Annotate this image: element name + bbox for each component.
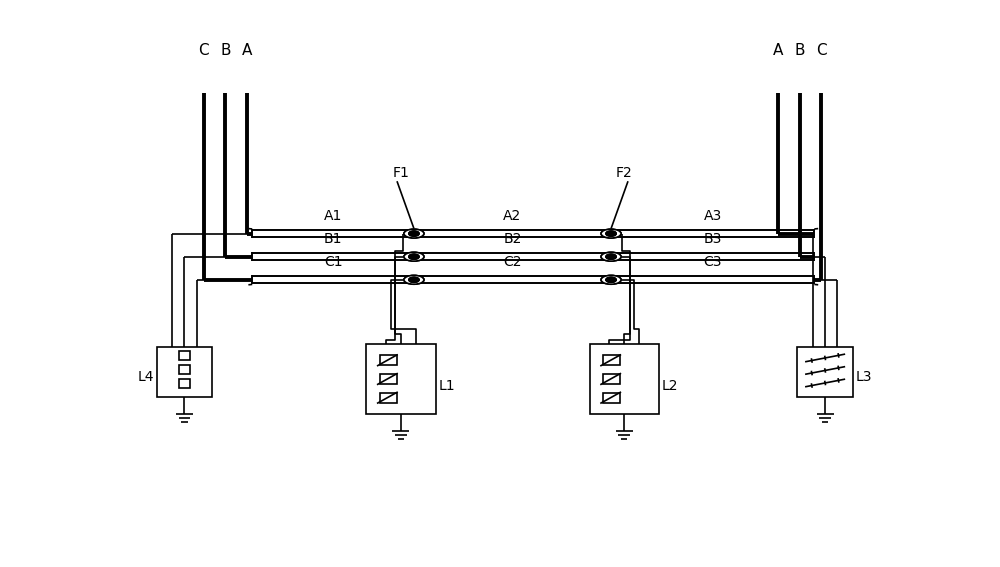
Bar <box>157 347 212 397</box>
Ellipse shape <box>404 252 424 261</box>
Ellipse shape <box>404 229 424 238</box>
Bar <box>380 356 397 365</box>
Text: C1: C1 <box>324 255 342 269</box>
Text: B1: B1 <box>324 232 342 246</box>
Text: B2: B2 <box>503 232 522 246</box>
Bar <box>380 393 397 403</box>
Ellipse shape <box>606 254 617 260</box>
Ellipse shape <box>408 254 419 260</box>
Text: A: A <box>242 43 252 58</box>
Ellipse shape <box>606 277 617 283</box>
Ellipse shape <box>601 276 621 284</box>
Text: L1: L1 <box>439 379 455 393</box>
Bar <box>603 374 620 384</box>
Text: C3: C3 <box>703 255 722 269</box>
Ellipse shape <box>606 254 617 260</box>
Ellipse shape <box>601 276 621 284</box>
Ellipse shape <box>408 277 419 283</box>
Bar <box>179 365 190 374</box>
Text: C: C <box>816 43 827 58</box>
Ellipse shape <box>408 277 419 283</box>
Text: C: C <box>198 43 209 58</box>
Text: C2: C2 <box>503 255 522 269</box>
Ellipse shape <box>601 229 621 238</box>
Text: B: B <box>794 43 805 58</box>
Text: F2: F2 <box>616 166 633 180</box>
Bar <box>603 393 620 403</box>
Ellipse shape <box>606 231 617 236</box>
Text: B: B <box>220 43 231 58</box>
Text: A1: A1 <box>324 209 342 223</box>
Ellipse shape <box>404 276 424 284</box>
Text: A3: A3 <box>704 209 722 223</box>
Bar <box>380 374 397 384</box>
Ellipse shape <box>601 252 621 261</box>
Ellipse shape <box>404 276 424 284</box>
Ellipse shape <box>601 229 621 238</box>
Text: L3: L3 <box>856 370 872 384</box>
Ellipse shape <box>408 231 419 236</box>
Bar <box>366 345 436 414</box>
Ellipse shape <box>606 277 617 283</box>
Bar <box>590 345 659 414</box>
Text: L2: L2 <box>662 379 678 393</box>
Ellipse shape <box>601 252 621 261</box>
Ellipse shape <box>408 231 419 236</box>
Text: L4: L4 <box>137 370 154 384</box>
Bar <box>179 350 190 360</box>
Bar <box>603 356 620 365</box>
Bar <box>797 347 853 397</box>
Bar <box>179 379 190 388</box>
Text: A: A <box>773 43 783 58</box>
Text: F1: F1 <box>392 166 409 180</box>
Ellipse shape <box>408 254 419 260</box>
Ellipse shape <box>606 231 617 236</box>
Ellipse shape <box>404 229 424 238</box>
Text: B3: B3 <box>704 232 722 246</box>
Ellipse shape <box>404 252 424 261</box>
Text: A2: A2 <box>503 209 522 223</box>
